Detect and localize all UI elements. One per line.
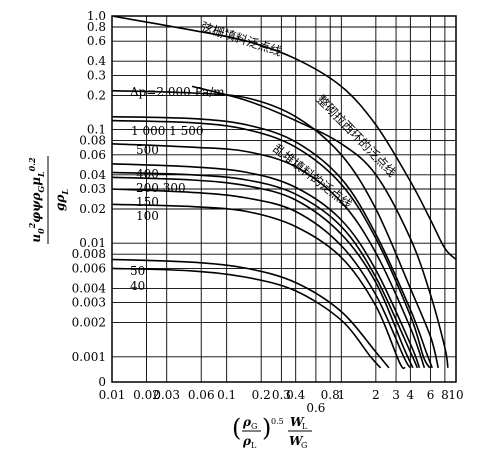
x-tick-label: 4 [407, 388, 415, 402]
label-40: 40 [130, 279, 145, 293]
x-tick-label: 0.1 [217, 388, 236, 402]
xian-zha-flooding-label: 弦栅填料泛点线 [199, 19, 284, 59]
y-tick-label: 0.01 [79, 236, 106, 250]
x-tick-label: 0.3 [272, 388, 291, 402]
label-50: 50 [130, 264, 145, 278]
y-tick-label: 0.02 [79, 202, 106, 216]
curve-200 [111, 176, 414, 369]
svg-text:ρ: ρ [242, 434, 252, 448]
label-400: 400 [136, 167, 159, 181]
x-tick-label: 0.03 [153, 388, 180, 402]
label-150: 150 [136, 195, 159, 209]
plot-frame [111, 15, 457, 383]
curve-50 [111, 258, 390, 369]
x-axis-label: ( ρ G ρ L ) 0.5 W L W G [232, 414, 312, 450]
svg-text:L: L [302, 422, 308, 431]
y-tick-label: 0.04 [79, 168, 106, 182]
luan-dui-flooding-label: 乱堆填料的泛点线 [270, 141, 355, 212]
y-tick-label: 0.001 [72, 350, 106, 364]
svg-text:gρL: gρL [53, 189, 70, 211]
x-tick-label: 0.2 [252, 388, 271, 402]
label-200-300: 200 300 [136, 181, 186, 195]
curve-500 [111, 143, 426, 369]
x-tick-label: 0.6 [306, 401, 325, 415]
curve-100 [111, 203, 406, 370]
x-tick-label: 0.8 [321, 388, 340, 402]
grid-lines [111, 15, 457, 383]
x-tick-label: 3 [392, 388, 400, 402]
curve-弦栅填料泛点线 [111, 15, 457, 261]
y-tick-label: 0.008 [72, 247, 106, 261]
svg-text:G: G [301, 441, 307, 450]
y-tick-label: 0 [98, 375, 106, 389]
dp-label: Δp=2 000 Pa/m [130, 85, 225, 99]
y-tick-label: 0.06 [79, 148, 106, 162]
y-axis-label: u02φψρGμL0.2 gρL [27, 156, 70, 244]
x-tick-label: 10 [448, 388, 463, 402]
y-tick-label: 0.8 [87, 20, 106, 34]
svg-text:G: G [251, 422, 257, 431]
svg-text:u02φψρGμL0.2: u02φψρGμL0.2 [27, 157, 46, 243]
x-tick-label: 1 [338, 388, 346, 402]
y-tick-label: 0.6 [87, 34, 106, 48]
curve-400 [111, 163, 421, 369]
svg-text:W: W [290, 415, 305, 429]
curve-1000 [111, 119, 431, 369]
y-tick-label: 0.1 [87, 123, 106, 137]
svg-text:L: L [251, 441, 257, 450]
y-tick-labels: 1.00.80.6 0.40.3 0.2 0.10.080.06 0.040.03 0.0… [72, 9, 107, 389]
label-1000-1500: 1 000 1 500 [131, 124, 204, 138]
y-tick-label: 0.08 [79, 134, 106, 148]
curve-1500 [111, 115, 433, 369]
svg-text:): ) [262, 414, 271, 442]
curve-40 [111, 267, 382, 369]
x-tick-label: 0.06 [188, 388, 215, 402]
svg-text:0.5: 0.5 [271, 417, 284, 426]
x-tick-label: 6 [427, 388, 435, 402]
y-tick-label: 1.0 [87, 9, 106, 23]
svg-text:ρ: ρ [242, 415, 252, 429]
x-tick-label: 0.02 [133, 388, 160, 402]
y-tick-label: 0.3 [87, 68, 106, 82]
y-tick-label: 0.03 [79, 182, 106, 196]
y-tick-label: 0.003 [72, 296, 106, 310]
curve-300 [111, 171, 419, 369]
svg-text:W: W [289, 434, 304, 448]
curve-2000 [111, 89, 439, 368]
chart-curves [111, 15, 457, 370]
y-tick-label: 0.006 [72, 261, 106, 275]
y-tick-label: 0.004 [72, 281, 107, 295]
y-tick-label: 0.4 [87, 54, 106, 68]
x-tick-label: 0.01 [99, 388, 126, 402]
y-tick-label: 0.002 [72, 316, 106, 330]
curve-整砌拉西环的泛点线 [191, 85, 449, 368]
y-tick-label: 0.2 [87, 88, 106, 102]
x-tick-labels: 0.01 0.020.03 0.06 0.1 0.2 0.30.40.60.81 2 3 4 6 8… [99, 388, 464, 415]
label-500: 500 [136, 143, 159, 157]
curve-150 [111, 188, 412, 369]
svg-text:(: ( [232, 414, 241, 442]
label-100: 100 [136, 209, 159, 223]
x-tick-label: 2 [372, 388, 380, 402]
x-tick-label: 8 [441, 388, 449, 402]
x-tick-label: 0.4 [286, 388, 305, 402]
